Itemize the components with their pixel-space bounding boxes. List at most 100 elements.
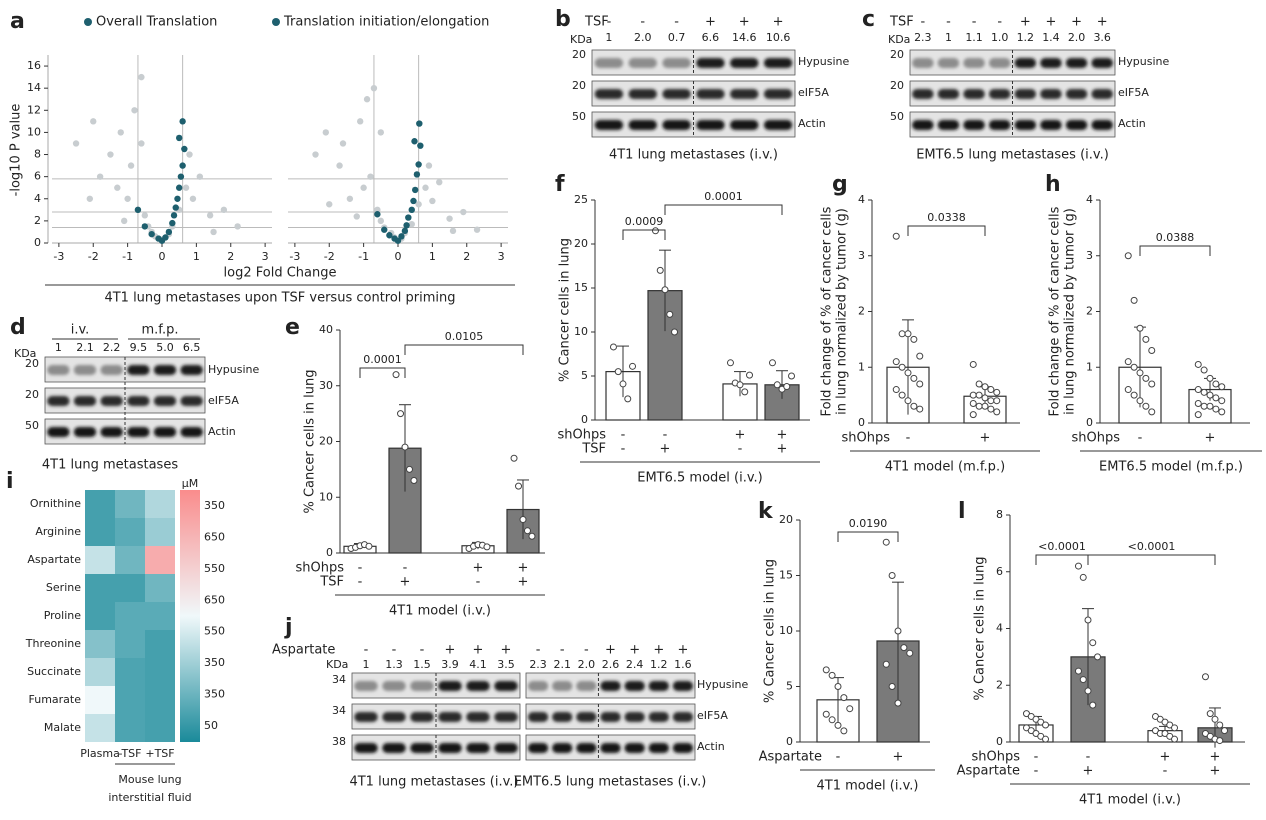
band	[527, 712, 549, 722]
teal-point	[174, 195, 181, 202]
significance-label: 0.0338	[927, 211, 966, 224]
data-point	[1089, 701, 1097, 709]
heatmap-cell	[115, 602, 145, 630]
data-point	[1136, 397, 1144, 405]
significance-label: 0.0105	[445, 330, 484, 343]
y-tick-label: 4	[1086, 193, 1093, 206]
data-point	[846, 705, 854, 713]
band	[662, 89, 691, 99]
row-label: Aspartate	[27, 553, 81, 566]
gray-point	[141, 212, 149, 219]
row-label: Threonine	[25, 637, 81, 650]
band-label: eIF5A	[208, 394, 239, 407]
marker-label: 50	[25, 419, 39, 432]
data-point	[910, 402, 918, 410]
band	[180, 365, 203, 375]
band	[937, 89, 960, 99]
column-label: +TSF	[145, 747, 174, 760]
row-sign: +	[980, 431, 991, 446]
y-tick-label: 15	[574, 281, 588, 294]
y-tick-label: 15	[779, 569, 793, 582]
data-point	[1074, 667, 1082, 675]
gray-point	[196, 173, 204, 180]
lane-value: 1	[363, 658, 370, 671]
gray-point	[90, 118, 97, 125]
band-label: Actin	[697, 740, 725, 753]
data-point	[1142, 402, 1150, 410]
lane-value: 1.3	[385, 658, 403, 671]
row-sign: +	[660, 442, 671, 457]
lane-value: 1.4	[1042, 31, 1060, 44]
band	[696, 89, 725, 99]
band	[153, 396, 177, 406]
lane-value: 1.0	[991, 31, 1009, 44]
lane-value: 1	[945, 31, 952, 44]
teal-point	[141, 223, 149, 230]
lane-value: 1.2	[650, 658, 668, 671]
y-tick-label: 3	[858, 249, 865, 262]
significance-bracket	[359, 367, 406, 378]
heatmap-cell	[145, 574, 175, 602]
colorbar-unit: µM	[182, 477, 199, 490]
band	[47, 365, 70, 375]
gray-point	[353, 213, 360, 220]
data-point	[609, 343, 617, 351]
row-label: Aspartate	[957, 764, 1020, 779]
data-point	[888, 683, 896, 690]
row-sign: -	[906, 431, 911, 446]
row-sign: -	[836, 750, 841, 765]
gray-point	[312, 151, 319, 158]
data-point	[1212, 405, 1220, 413]
data-point	[1130, 296, 1138, 304]
teal-point	[181, 145, 188, 153]
y-tick-label: 2	[858, 305, 865, 318]
y-tick-label: 0	[34, 236, 41, 249]
y-tick-label: 4	[34, 192, 41, 205]
y-tick-label: 0	[326, 546, 333, 559]
band	[494, 743, 518, 753]
panel-label: b	[555, 7, 571, 32]
lane-value: 2.0	[634, 31, 652, 44]
lane-sign: -	[607, 15, 612, 30]
data-point	[666, 310, 674, 318]
band	[73, 396, 97, 406]
row-label: shOhps	[971, 750, 1020, 765]
row-sign: +	[1210, 750, 1221, 765]
data-point	[975, 402, 983, 410]
band	[1065, 120, 1088, 130]
data-point	[969, 399, 977, 407]
y-tick-label: 20	[574, 237, 588, 250]
colorbar-label: 550	[204, 625, 225, 638]
gray-point	[189, 195, 197, 202]
error-bar	[617, 345, 629, 398]
band	[628, 58, 657, 68]
x-tick-label: -2	[88, 250, 99, 263]
x-tick-label: 0	[395, 250, 402, 263]
lane-value: 2.1	[76, 341, 94, 354]
band	[1091, 58, 1113, 68]
teal-point	[410, 197, 417, 205]
data-point	[822, 710, 830, 718]
row-sign: +	[1083, 764, 1094, 779]
teal-point	[408, 206, 415, 214]
y-axis-label: % Cancer cells in lung	[303, 370, 318, 514]
heatmap-cell	[85, 686, 115, 714]
data-point	[1079, 573, 1087, 581]
band	[410, 712, 434, 722]
y-tick-label: 0	[581, 413, 588, 426]
colorbar-label: 650	[204, 530, 225, 543]
marker-label: 20	[890, 48, 904, 61]
data-point	[1136, 324, 1144, 332]
panel-label: l	[958, 499, 966, 524]
lane-sign: -	[392, 643, 397, 658]
gray-point	[322, 129, 330, 136]
caption: EMT6.5 lung metastases (i.v.)	[916, 148, 1109, 163]
data-point	[726, 359, 734, 367]
heatmap-cell	[145, 490, 175, 518]
y-tick-label: 16	[27, 59, 41, 72]
data-point	[768, 359, 776, 367]
lane-sign: -	[972, 15, 977, 30]
marker-label: 34	[332, 673, 346, 686]
data-point	[904, 369, 912, 377]
